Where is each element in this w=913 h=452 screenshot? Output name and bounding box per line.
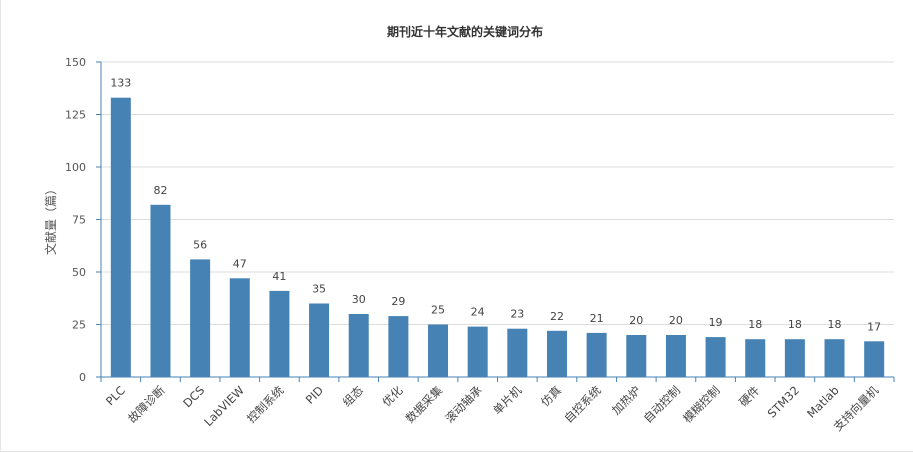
- x-tick-label: 硬件: [736, 383, 762, 409]
- x-tick-label: 自控系统: [561, 383, 604, 426]
- bar: [626, 335, 647, 377]
- bar: [745, 339, 766, 377]
- y-tick-label: 125: [65, 109, 86, 122]
- data-label: 24: [471, 306, 485, 319]
- y-tick-label: 150: [65, 56, 86, 69]
- data-label: 20: [629, 314, 643, 327]
- x-tick-label: 故障诊断: [125, 383, 168, 426]
- x-tick-label: 仿真: [538, 383, 564, 409]
- chart-title: 期刊近十年文献的关键词分布: [387, 24, 543, 39]
- bar: [150, 204, 171, 377]
- x-tick-label: STM32: [765, 383, 802, 420]
- x-tick-label: 滚动轴承: [442, 383, 485, 426]
- bar: [705, 337, 726, 377]
- x-tick-label: 单片机: [490, 383, 525, 418]
- bar: [388, 316, 409, 377]
- x-tick-label: 模糊控制: [680, 383, 722, 425]
- bar: [229, 278, 250, 377]
- y-tick-label: 50: [72, 266, 86, 279]
- bar: [190, 259, 211, 377]
- x-tick-label: 数据采集: [403, 383, 446, 426]
- data-label: 17: [867, 320, 881, 333]
- data-label: 47: [233, 257, 247, 270]
- bar: [864, 341, 885, 377]
- data-label: 29: [391, 295, 405, 308]
- bar: [110, 97, 131, 377]
- gridlines: [101, 61, 894, 325]
- data-label: 21: [590, 312, 604, 325]
- x-tick-label: 自动控制: [641, 383, 683, 425]
- x-tick-label: Matlab: [804, 383, 841, 420]
- data-label: 19: [709, 316, 723, 329]
- data-label: 30: [352, 293, 366, 306]
- x-tick-label: DCS: [180, 383, 207, 410]
- x-tick-label: PID: [303, 383, 327, 407]
- data-label: 20: [669, 314, 683, 327]
- data-label: 18: [828, 318, 842, 331]
- data-label: 25: [431, 304, 445, 317]
- data-label: 35: [312, 283, 326, 296]
- data-label: 56: [193, 238, 207, 251]
- x-tick-label: 优化: [379, 383, 406, 410]
- bar: [586, 332, 607, 377]
- y-tick-label: 0: [79, 371, 86, 384]
- data-label: 23: [510, 308, 524, 321]
- y-axis-ticks: 0 25 50 75 100 125 150: [65, 56, 101, 384]
- bar: [269, 290, 290, 377]
- x-tick-label: 控制系统: [244, 383, 287, 426]
- x-axis-ticks: PLC故障诊断 DCSLabVIEW控制系统 PID 组态 优化数据采集滚动轴承 单片机仿…: [100, 377, 895, 434]
- bar: [507, 328, 528, 377]
- y-axis-label: 文献量（篇）: [43, 183, 58, 255]
- bar: [824, 339, 845, 377]
- bar: [428, 324, 449, 377]
- y-tick-label: 100: [65, 161, 86, 174]
- data-label: 133: [110, 77, 131, 90]
- bar: [348, 314, 369, 377]
- x-tick-label: 加热炉: [609, 383, 643, 417]
- bar: [467, 326, 488, 377]
- y-tick-label: 25: [72, 319, 86, 332]
- data-label: 82: [153, 184, 167, 197]
- x-tick-label: 组态: [340, 383, 367, 410]
- bar: [546, 330, 567, 377]
- data-label: 18: [788, 318, 802, 331]
- bar: [309, 303, 330, 377]
- data-label: 18: [748, 318, 762, 331]
- bar: [784, 339, 805, 377]
- x-tick-label: PLC: [103, 383, 128, 408]
- x-tick-label: LabVIEW: [201, 383, 247, 429]
- data-label: 22: [550, 310, 564, 323]
- bars: [110, 97, 885, 377]
- data-labels: 133 82 56 47 41 35 30 29 25 24 23 22 21 20 20 19 18 18 18 1…: [110, 77, 881, 334]
- data-label: 41: [272, 270, 286, 283]
- bar: [665, 335, 686, 377]
- y-tick-label: 75: [72, 214, 86, 227]
